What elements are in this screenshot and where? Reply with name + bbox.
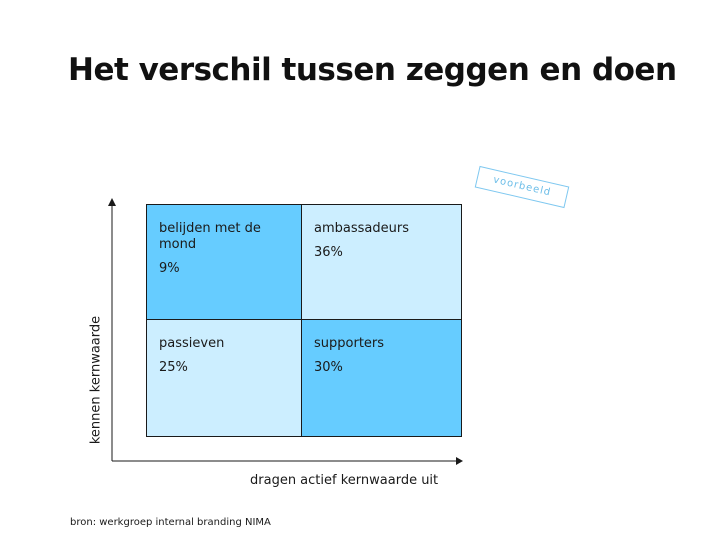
quadrant-label: supporters <box>314 336 385 351</box>
quadrant-label: belijden met de mond <box>159 221 261 252</box>
quadrant-value: 36% <box>314 245 343 260</box>
slide-title: Het verschil tussen zeggen en doen <box>68 52 677 88</box>
x-axis-label: dragen actief kernwaarde uit <box>250 473 439 488</box>
quadrant-label: ambassadeurs <box>314 221 409 236</box>
quadrant-value: 30% <box>314 360 343 375</box>
quadrant-supporters: supporters 30% <box>301 319 462 437</box>
x-axis-arrow <box>456 457 463 465</box>
y-axis-arrow <box>108 198 116 206</box>
quadrant-value: 25% <box>159 360 188 375</box>
source-note: bron: werkgroep internal branding NIMA <box>70 517 271 528</box>
y-axis-label: kennen kernwaarde <box>88 315 104 445</box>
quadrant-belijden-met-de-mond: belijden met de mond 9% <box>146 204 302 320</box>
quadrant-passieven: passieven 25% <box>146 319 302 437</box>
quadrant-label: passieven <box>159 336 225 351</box>
quadrant-value: 9% <box>159 261 180 276</box>
quadrant-ambassadeurs: ambassadeurs 36% <box>301 204 462 320</box>
